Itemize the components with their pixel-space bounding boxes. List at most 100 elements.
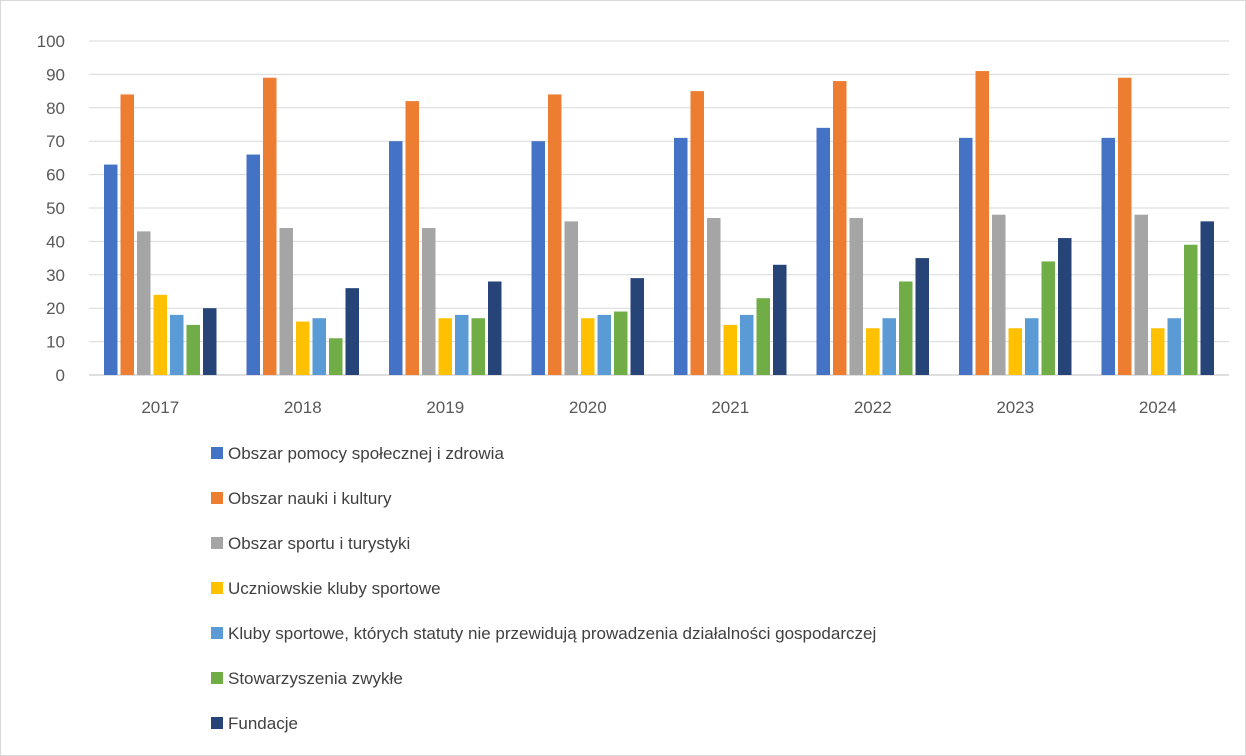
category-group [389, 101, 502, 376]
bar [246, 154, 260, 375]
bar [203, 308, 217, 375]
legend-label: Stowarzyszenia zwykłe [228, 669, 403, 688]
legend-swatch [211, 492, 223, 504]
bar [992, 214, 1006, 375]
y-tick-label: 70 [46, 132, 65, 151]
bar [564, 221, 578, 375]
legend-item: Uczniowskie kluby sportowe [211, 579, 441, 598]
bar [438, 318, 452, 375]
bar [531, 141, 545, 375]
bar [455, 314, 469, 375]
bar [833, 81, 847, 375]
bar [1101, 137, 1115, 375]
y-tick-label: 30 [46, 266, 65, 285]
bar [548, 94, 562, 375]
bar [1200, 221, 1214, 375]
bar [263, 77, 277, 376]
bar [882, 318, 896, 375]
bar [1041, 261, 1055, 375]
bar [186, 324, 200, 375]
bar [630, 278, 644, 375]
x-tick-label: 2020 [569, 398, 607, 417]
bar [959, 137, 973, 375]
category-group [246, 77, 359, 376]
bar [153, 294, 167, 375]
x-tick-label: 2019 [426, 398, 464, 417]
bar [1118, 77, 1132, 376]
bar [1134, 214, 1148, 375]
y-tick-label: 10 [46, 333, 65, 352]
x-tick-label: 2022 [854, 398, 892, 417]
legend-label: Obszar pomocy społecznej i zdrowia [228, 444, 504, 463]
x-tick-label: 2017 [141, 398, 179, 417]
legend-item: Obszar pomocy społecznej i zdrowia [211, 444, 504, 463]
legend-label: Obszar sportu i turystyki [228, 534, 410, 553]
legend-item: Fundacje [211, 714, 298, 733]
bar [1184, 244, 1198, 375]
y-tick-label: 80 [46, 99, 65, 118]
bar [975, 71, 989, 375]
bar [614, 311, 628, 375]
bar [581, 318, 595, 375]
y-tick-label: 100 [37, 32, 65, 51]
bar [1058, 238, 1072, 375]
bar [674, 137, 688, 375]
y-tick-label: 20 [46, 299, 65, 318]
bar [899, 281, 913, 375]
gridlines [89, 40, 1229, 376]
x-axis: 2017 2018 2019 2020 2021 2022 2023 2024 [141, 398, 1176, 417]
bar [816, 127, 830, 375]
bar [120, 94, 134, 375]
legend-swatch [211, 717, 223, 729]
legend: Obszar pomocy społecznej i zdrowia Obszar… [211, 444, 876, 733]
x-tick-label: 2024 [1139, 398, 1177, 417]
legend-item: Kluby sportowe, których statuty nie prze… [211, 624, 876, 643]
bar [405, 101, 419, 376]
legend-label: Fundacje [228, 714, 298, 733]
bar [690, 91, 704, 375]
bar [1025, 318, 1039, 375]
category-group [1101, 77, 1214, 376]
bar [756, 298, 770, 375]
legend-swatch [211, 537, 223, 549]
bar [597, 314, 611, 375]
y-tick-label: 90 [46, 65, 65, 84]
legend-item: Stowarzyszenia zwykłe [211, 669, 403, 688]
legend-swatch [211, 447, 223, 459]
bar [915, 258, 929, 375]
bar [773, 264, 787, 375]
bar [707, 218, 721, 375]
y-tick-label: 60 [46, 166, 65, 185]
legend-swatch [211, 672, 223, 684]
category-group [816, 81, 929, 375]
bar [345, 288, 359, 375]
bar [312, 318, 326, 375]
y-axis-ticks: 0 10 20 30 40 50 60 70 80 90 100 [37, 32, 65, 385]
bar [389, 141, 403, 375]
bar [1008, 328, 1022, 375]
bar [104, 164, 118, 375]
x-tick-label: 2021 [711, 398, 749, 417]
y-tick-label: 0 [56, 366, 65, 385]
bar [1167, 318, 1181, 375]
bar [866, 328, 880, 375]
legend-item: Obszar sportu i turystyki [211, 534, 410, 553]
bar [296, 321, 310, 375]
bar [170, 314, 184, 375]
y-tick-label: 40 [46, 232, 65, 251]
category-group [531, 94, 644, 375]
bar [137, 231, 151, 375]
legend-label: Uczniowskie kluby sportowe [228, 579, 441, 598]
bars [104, 71, 1214, 376]
legend-item: Obszar nauki i kultury [211, 489, 392, 508]
bar [723, 324, 737, 375]
bar [849, 218, 863, 375]
category-group [959, 71, 1072, 375]
category-group [674, 91, 787, 375]
bar [279, 228, 293, 375]
bar [471, 318, 485, 375]
x-tick-label: 2018 [284, 398, 322, 417]
legend-swatch [211, 582, 223, 594]
